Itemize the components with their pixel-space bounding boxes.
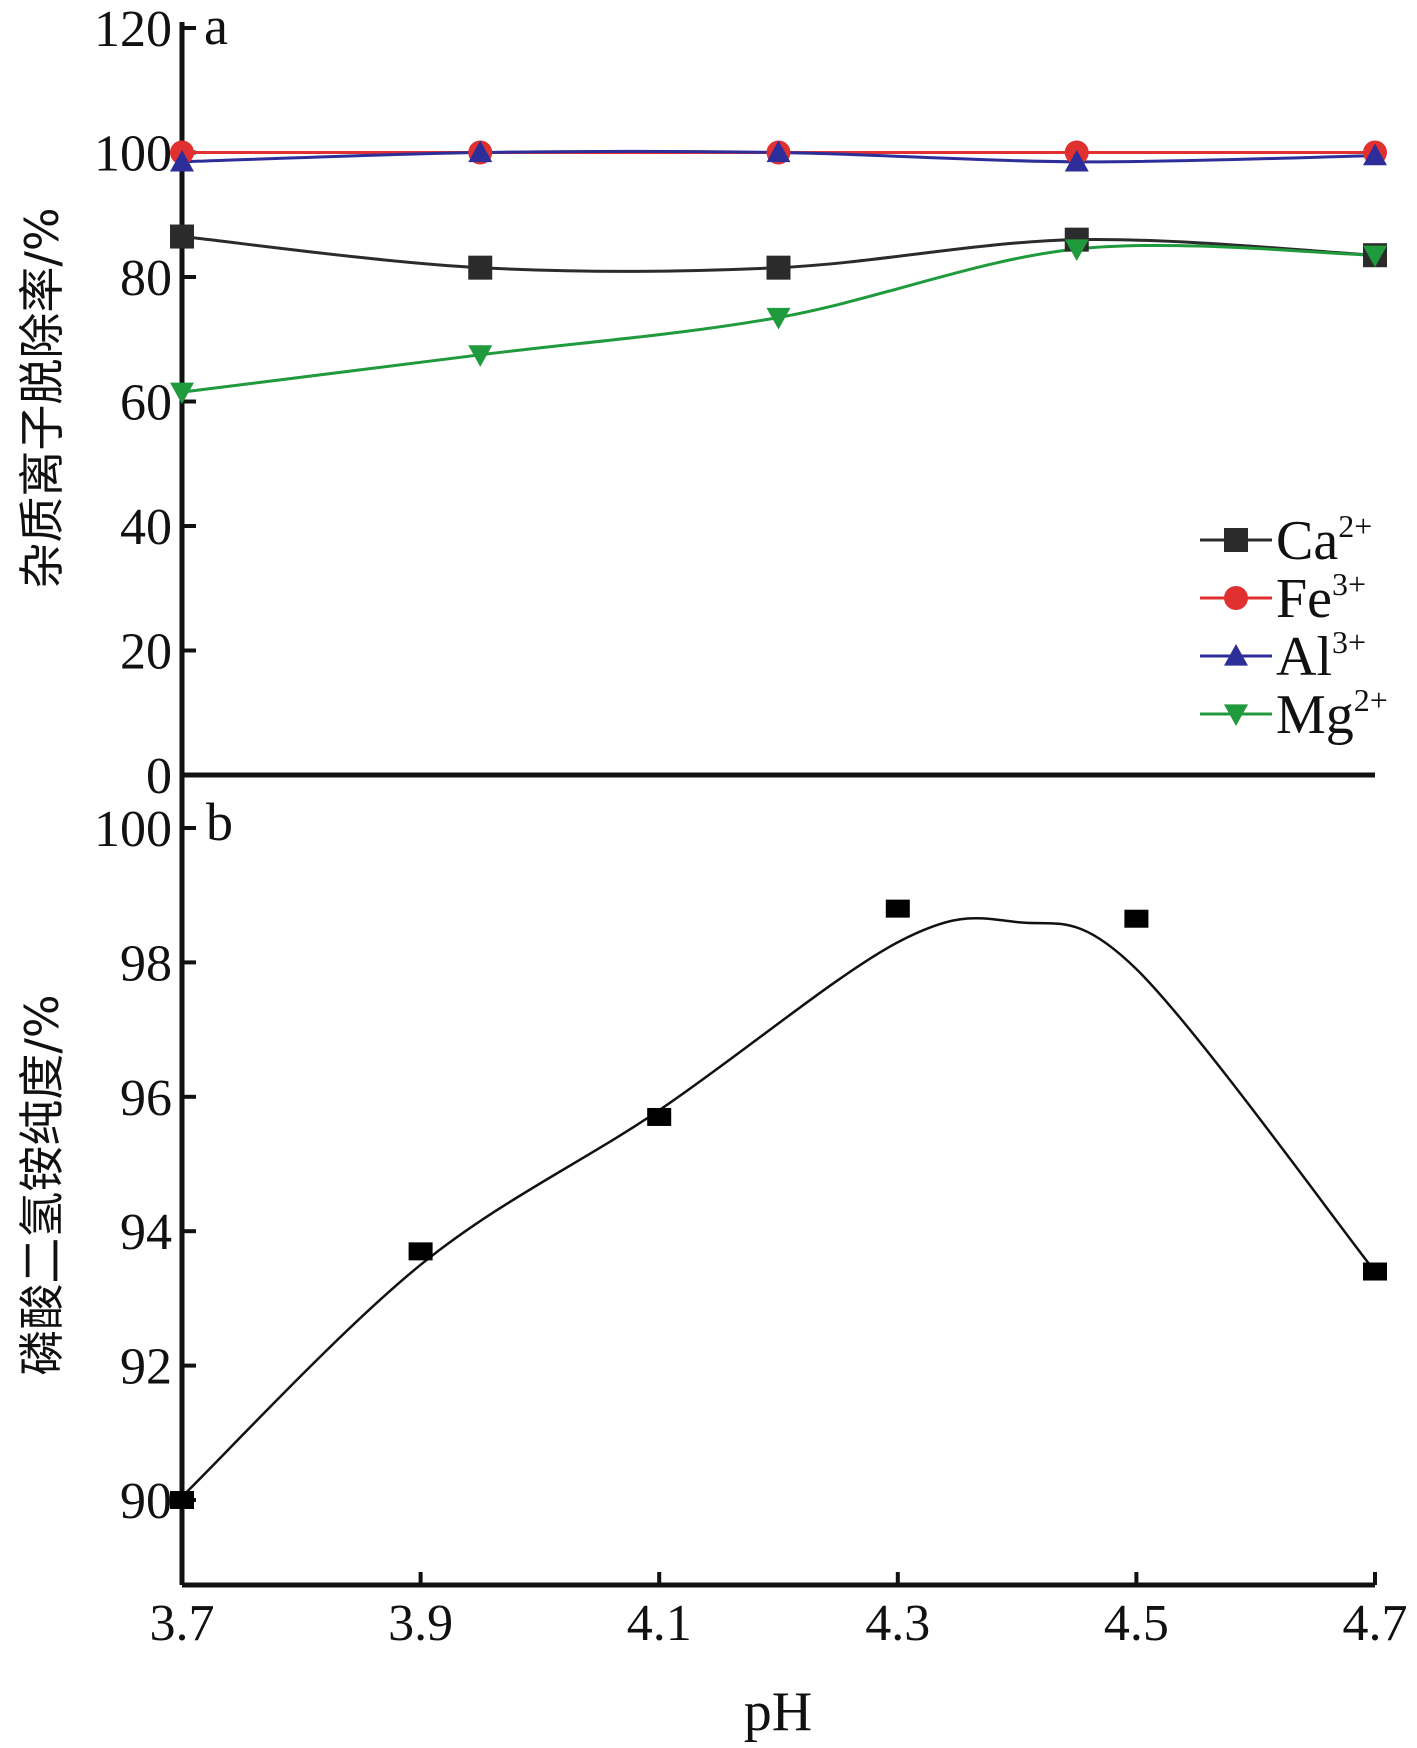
panel-a-letter: a xyxy=(204,0,228,56)
panel-b-data-point xyxy=(647,1107,672,1126)
legend-marker-al xyxy=(1224,644,1248,666)
legend-marker-ca xyxy=(1224,528,1248,552)
panel-a-y-tick-label: 120 xyxy=(94,1,172,58)
panel-b-data-point xyxy=(1124,909,1149,928)
panel-b-y-axis-title: 磷酸二氢铵纯度/% xyxy=(15,994,69,1375)
panel-a-series-markers xyxy=(170,140,1387,405)
panel-a-y-axis-title: 杂质离子脱除率/% xyxy=(15,207,69,588)
data-point-al xyxy=(1064,149,1089,172)
data-point-al xyxy=(766,140,791,163)
legend-marker-fe xyxy=(1224,586,1248,610)
x-axis-title: pH xyxy=(744,1681,812,1743)
panel-b-y-tick-label: 92 xyxy=(120,1339,172,1396)
panel-b-y-tick-label: 96 xyxy=(120,1070,172,1127)
legend: Ca2+Fe3+Al3+Mg2+ xyxy=(1200,508,1388,746)
data-point-mg xyxy=(1064,239,1089,261)
panel-b-y-tick-label: 94 xyxy=(120,1204,172,1261)
legend-label-ca: Ca2+ xyxy=(1276,508,1372,572)
panel-b-data-points xyxy=(170,899,1387,1509)
panel-b-y-tick-label: 90 xyxy=(120,1473,172,1530)
panel-a-y-tick-label: 100 xyxy=(94,126,172,183)
panel-b-data-point xyxy=(1363,1262,1387,1281)
panel-b-y-tick-label: 100 xyxy=(94,801,172,858)
panel-a-y-tick-label: 0 xyxy=(146,748,172,805)
x-tick-label: 4.5 xyxy=(1104,1595,1169,1652)
panel-b-data-point xyxy=(170,1491,194,1509)
panel-b-fit-curve xyxy=(181,916,1376,1498)
panel-b-data-point xyxy=(885,899,910,918)
x-tick-label: 4.3 xyxy=(865,1595,930,1652)
data-point-mg xyxy=(170,382,194,405)
x-tick-label: 3.9 xyxy=(388,1595,453,1652)
data-point-al xyxy=(170,149,194,172)
legend-label-fe: Fe3+ xyxy=(1276,566,1366,630)
data-point-mg xyxy=(468,345,493,367)
panel-a-y-tick-label: 80 xyxy=(120,250,172,307)
data-point-ca xyxy=(170,224,194,249)
x-tick-label: 4.1 xyxy=(627,1595,692,1652)
panel-b-data-point xyxy=(408,1242,433,1261)
panel-b-x-ticks: 3.7 3.9 4.1 4.3 4.5 4.7 xyxy=(150,1572,1408,1652)
panel-a-y-tick-label: 40 xyxy=(120,499,172,556)
data-point-mg xyxy=(1363,245,1387,268)
panel-b-y-tick-label: 98 xyxy=(120,935,172,992)
x-tick-label: 3.7 xyxy=(150,1595,215,1652)
panel-b: b 90 92 94 96 98 100 3.7 3.9 4.1 4.3 4.5 4.7 磷酸二氢铵… xyxy=(15,775,1408,1743)
data-point-al xyxy=(1363,143,1387,166)
legend-label-al: Al3+ xyxy=(1276,624,1366,688)
x-tick-label: 4.7 xyxy=(1343,1595,1408,1652)
legend-label-mg: Mg2+ xyxy=(1276,682,1388,746)
panel-a-y-tick-label: 20 xyxy=(120,624,172,681)
panel-a: a 0 20 40 60 80 100 120 杂质离子脱除率/% Ca2+Fe3+Al3+… xyxy=(15,0,1388,805)
data-point-ca xyxy=(468,255,493,280)
panel-a-y-tick-label: 60 xyxy=(120,375,172,432)
data-point-ca xyxy=(766,255,791,280)
panel-b-y-ticks: 90 92 94 96 98 100 xyxy=(94,801,196,1530)
legend-marker-mg xyxy=(1224,704,1248,726)
data-point-mg xyxy=(766,307,791,330)
panel-b-letter: b xyxy=(206,792,233,852)
data-point-al xyxy=(468,140,493,163)
